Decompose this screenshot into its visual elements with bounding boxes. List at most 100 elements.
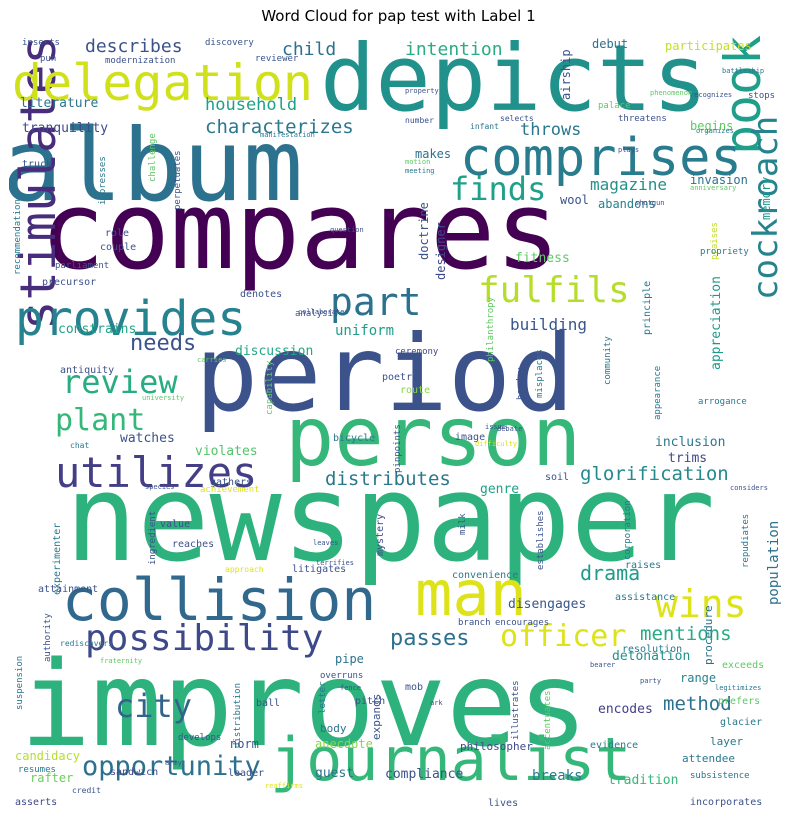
word-album: album [9,107,303,224]
word-meeting: meeting [405,167,435,175]
word-analysis: analysis [295,309,338,319]
word-legitimizes: legitimizes [715,684,761,692]
word-resumes: resumes [18,765,56,775]
word-leader: leader [228,768,264,779]
word-letter: letter [318,681,328,714]
word-needs: needs [130,331,196,356]
word-collision: collision [62,566,376,634]
word-heyday: heyday [516,367,526,400]
word-phenomenon: phenomenon [650,89,692,97]
word-bicycle: bicycle [333,433,375,444]
word-genre: genre [480,482,519,497]
word-route: route [400,385,430,396]
word-airship: airship [559,49,573,100]
word-establishes: establishes [536,510,546,570]
word-rafter: rafter [30,771,73,785]
word-norm: norm [230,737,259,751]
word-wool: wool [560,193,589,207]
word-part: part [330,280,422,324]
word-distribution: distribution [233,683,243,748]
word-city: city [115,687,192,725]
word-raises: raises [625,560,661,571]
word-motion: motion [405,158,430,166]
word-appearance: appearance [653,366,663,420]
word-cockroach: cockroach [746,116,786,300]
word-experimenter: experimenter [52,523,63,595]
word-layer: layer [710,735,743,748]
word-chat: chat [70,441,89,450]
word-child: child [282,39,336,60]
word-truck: truck [22,159,52,170]
word-stops: stops [748,91,775,101]
word-pitch: pitch [355,696,385,707]
word-bearer: bearer [590,661,615,669]
word-ark: ark [430,699,443,707]
word-encodes: encodes [598,702,653,717]
word-opportunity: opportunity [82,751,261,782]
word-recommendation: recommendation [13,199,23,275]
word-disengages: disengages [508,597,586,612]
word-begins: begins [690,119,733,133]
word-tranquility: tranquility [22,121,108,136]
word-collaborates: collaborates [298,308,349,316]
word-attendee: attendee [682,752,735,765]
word-arrogance: arrogance [698,397,747,407]
word-repudiates: repudiates [741,514,751,568]
word-mentions: mentions [640,623,732,645]
word-delegation: delegation [12,54,313,112]
word-plant: plant [55,403,145,438]
word-fulfils: fulfils [478,270,630,311]
word-considers: considers [730,484,768,492]
word-describes: describes [85,36,183,57]
word-soil: soil [545,472,569,483]
word-compares: compares [40,169,560,294]
word-couple: couple [100,242,136,253]
word-principle: principle [642,281,653,335]
word-asserts: asserts [15,797,57,808]
word-participates: participates [665,39,752,53]
word-assistance: assistance [615,592,675,603]
word-parliament: parliament [55,261,109,271]
word-magazine: magazine [590,175,667,194]
word-officer: officer [500,619,626,654]
word-mystery: mystery [375,514,386,556]
word-reviewer: reviewer [255,54,299,64]
word-overruns: overruns [320,671,363,681]
word-constrains: constrains [58,322,136,337]
word-invasion: invasion [690,173,748,187]
word-convenience: convenience [452,570,518,581]
word-ceremony: ceremony [395,347,439,357]
word-comprises: comprises [460,128,742,188]
word-newspaper: newspaper [65,450,715,589]
word-pun: pun [40,54,56,64]
word-designer: designer [434,222,448,280]
word-propriety: propriety [700,247,749,257]
word-evidence: evidence [590,740,638,751]
word-makes: makes [415,147,451,161]
word-method: method [663,693,732,715]
word-develops: develops [178,733,221,743]
word-lives: lives [488,798,518,809]
word-image: image [455,432,485,443]
word-difficulty: difficulty [475,440,517,448]
word-palace: palace [598,101,631,111]
word-utilizes: utilizes [55,448,257,497]
word-drama: drama [580,561,640,585]
word-ball: ball [256,698,280,709]
word-period: period [195,313,574,435]
word-doctrine: doctrine [417,202,431,260]
word-litigates: litigates [292,564,346,575]
word-approach: approach [225,565,264,574]
word-corporation: corporation [623,500,633,560]
word-challenge: challenge [148,133,158,182]
word-illustrates: illustrates [511,680,521,740]
chart-title: Word Cloud for pap test with Label 1 [261,7,536,25]
word-issue: issue [485,423,506,431]
word-depicts: depicts [320,33,708,132]
word-range: range [680,671,716,685]
word-anecdote: anecdote [315,737,373,751]
word-procedure: procedure [702,605,715,665]
word-provides: provides [15,291,246,347]
word-poetry: poetry [382,372,418,383]
